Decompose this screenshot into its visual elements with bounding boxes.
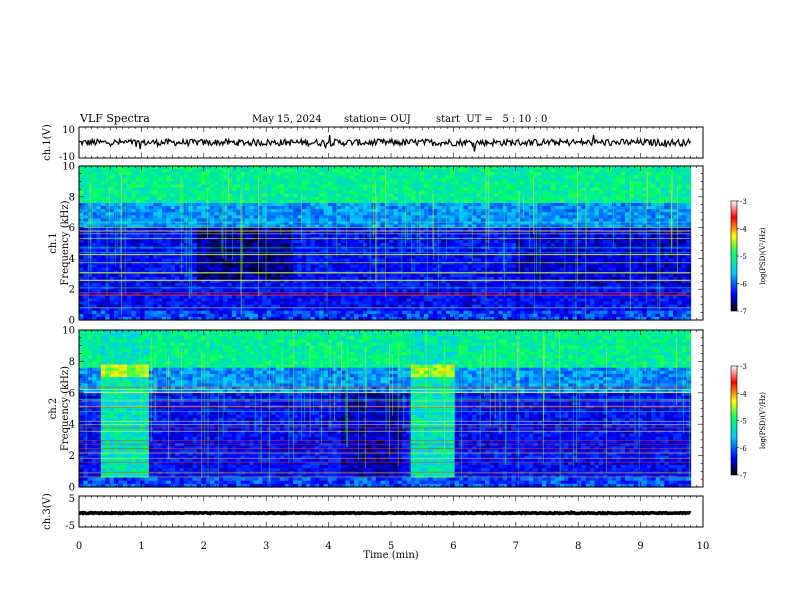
colorbar-1-label: log(PSD)(V²/Hz) <box>759 227 767 284</box>
ch2-spectrogram-ytick: 6 <box>69 388 75 399</box>
ch1-spectrogram-ytick: 0 <box>69 316 75 327</box>
ch3-waveform-ytick-top: 5 <box>69 494 75 505</box>
colorbar-1 <box>730 200 738 312</box>
station-label: station= OUJ <box>344 114 411 125</box>
x-tick-label: 5 <box>388 541 394 552</box>
ch1-spectrogram-ytick: 2 <box>69 285 75 296</box>
x-tick-label: 3 <box>263 541 269 552</box>
x-tick-label: 9 <box>637 541 643 552</box>
colorbar-2-tick: -7 <box>740 472 747 480</box>
ch1-spectrogram-image <box>79 166 703 321</box>
ch2-spectrogram-ytick: 8 <box>69 357 75 368</box>
x-axis-label: Time (min) <box>363 550 418 561</box>
x-tick-label: 10 <box>697 541 710 552</box>
x-tick-label: 1 <box>138 541 144 552</box>
x-tick-label: 2 <box>201 541 207 552</box>
colorbar-2-tick: -4 <box>740 390 747 398</box>
colorbar-2-tick: -6 <box>740 445 747 453</box>
ch3-waveform-ylabel: ch.3(V) <box>42 493 53 530</box>
ch1-spectrogram-channel-label: ch.1 <box>48 232 59 254</box>
colorbar-1-tick: -6 <box>740 281 747 289</box>
start-time-label: start UT = 5 : 10 : 0 <box>436 114 548 125</box>
ch1-waveform-ylabel: ch.1(V) <box>42 124 53 161</box>
x-tick-label: 6 <box>450 541 456 552</box>
ch2-spectrogram-ytick: 10 <box>62 326 75 337</box>
colorbar-1-tick: -7 <box>740 308 747 316</box>
x-tick-label: 4 <box>325 541 331 552</box>
ch3-waveform-trace <box>78 509 692 516</box>
colorbar-1-tick: -5 <box>740 253 747 261</box>
ch3-waveform-ytick-bottom: -5 <box>65 521 75 532</box>
ch2-spectrogram-ylabel: Frequency (kHz) <box>60 366 71 451</box>
colorbar-1-tick: -4 <box>740 226 747 234</box>
ch1-spectrogram-ytick: 8 <box>69 192 75 203</box>
ch2-spectrogram-ytick: 4 <box>69 420 75 431</box>
x-tick-label: 7 <box>513 541 519 552</box>
chart-title: VLF Spectra <box>80 112 150 125</box>
colorbar-2-tick: -3 <box>740 363 747 371</box>
ch1-waveform-ytick-bottom: -10 <box>59 152 75 163</box>
colorbar-2-tick: -5 <box>740 418 747 426</box>
ch1-spectrogram-ytick: 10 <box>62 162 75 173</box>
ch2-spectrogram-ytick: 2 <box>69 451 75 462</box>
ch2-spectrogram-channel-label: ch.2 <box>48 398 59 420</box>
ch1-waveform-ytick-top: 10 <box>62 125 75 136</box>
x-tick-label: 8 <box>575 541 581 552</box>
colorbar-1-tick: -3 <box>740 198 747 206</box>
ch1-spectrogram-ytick: 4 <box>69 254 75 265</box>
colorbar-2 <box>730 365 738 476</box>
ch2-spectrogram-image <box>79 330 703 488</box>
ch2-spectrogram-ytick: 0 <box>69 483 75 494</box>
x-tick-label: 0 <box>76 541 82 552</box>
ch1-spectrogram-ylabel: Frequency (kHz) <box>60 200 71 285</box>
colorbar-2-label: log(PSD)(V²/Hz) <box>759 392 767 449</box>
ch1-spectrogram-ytick: 6 <box>69 223 75 234</box>
date-label: May 15, 2024 <box>252 114 322 125</box>
ch1-waveform-trace <box>78 134 692 152</box>
